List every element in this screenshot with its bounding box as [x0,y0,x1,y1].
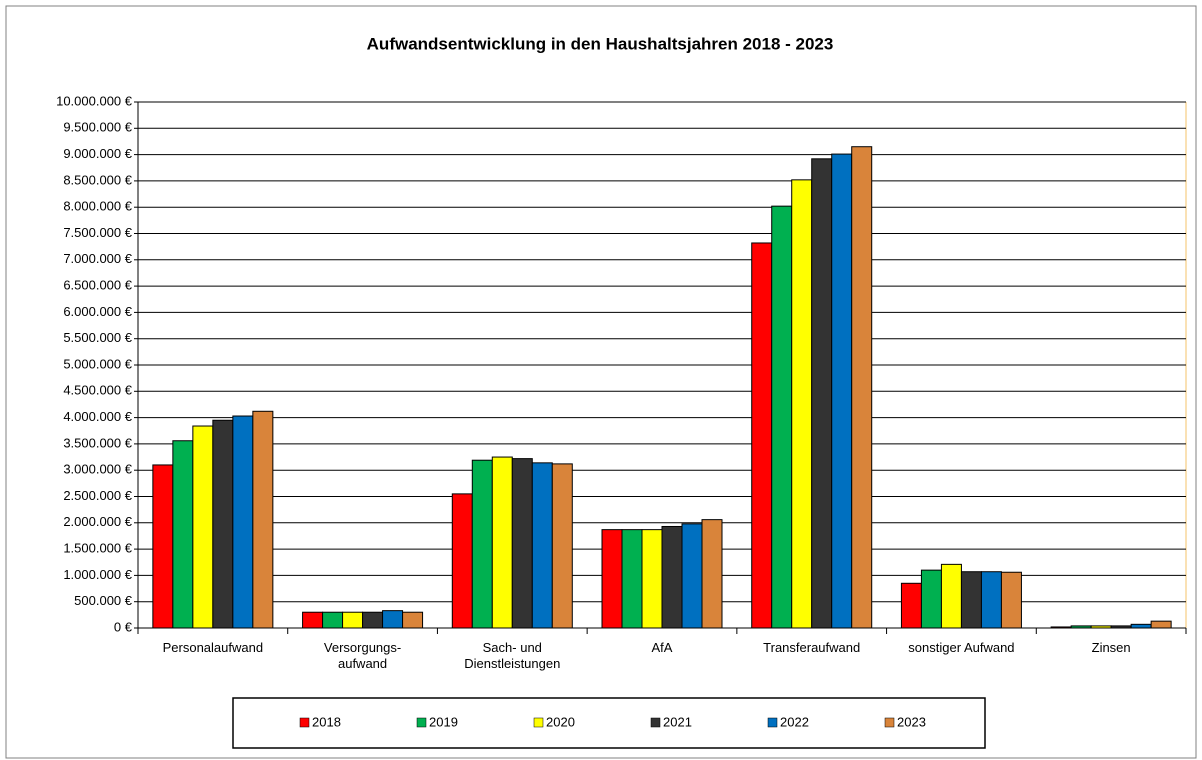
y-tick-label: 8.500.000 € [63,172,132,187]
bar [1150,620,1172,629]
bar [980,571,1002,629]
bar [960,571,982,629]
y-tick-label: 0 € [114,619,133,634]
y-tick-label: 1.500.000 € [63,541,132,556]
x-tick-label: sonstiger Aufwand [908,640,1015,655]
y-tick-label: 4.500.000 € [63,383,132,398]
bar [1000,571,1022,629]
x-tick-label: Versorgungs- aufwand [323,640,402,671]
x-tick-label: Transferaufwand [763,640,861,655]
bar [661,525,683,629]
bar [402,611,424,629]
y-tick-label: 7.500.000 € [63,225,132,240]
legend-label: 2019 [429,714,458,729]
y-tick-label: 9.000.000 € [63,146,132,161]
bar [940,563,962,629]
bar [152,464,174,629]
bar [811,158,833,629]
bar [831,153,853,629]
legend-swatch [533,717,544,728]
legend-label: 2018 [312,714,341,729]
bar [192,425,214,629]
legend-swatch [767,717,778,728]
legend-label: 2022 [780,714,809,729]
bar [232,415,254,629]
legend-label: 2023 [897,714,926,729]
bar [172,440,194,629]
y-tick-label: 8.000.000 € [63,199,132,214]
bar [212,419,234,629]
legend-swatch [299,717,310,728]
chart-title: Aufwandsentwicklung in den Haushaltsjahr… [367,34,834,53]
y-tick-label: 3.500.000 € [63,435,132,450]
bar [451,493,473,629]
bar [771,205,793,629]
legend-label: 2021 [663,714,692,729]
bar [621,529,643,629]
legend-swatch [416,717,427,728]
x-tick-label: Zinsen [1091,640,1131,655]
bar [531,462,553,629]
y-tick-label: 5.000.000 € [63,356,132,371]
bar [252,410,274,629]
bar [362,611,384,629]
y-tick-label: 2.500.000 € [63,488,132,503]
y-tick-label: 2.000.000 € [63,514,132,529]
x-tick-label: Personalaufwand [162,640,264,655]
bar [511,458,533,629]
y-tick-label: 500.000 € [74,593,133,608]
y-tick-label: 6.000.000 € [63,304,132,319]
bar [601,529,623,629]
y-tick-label: 1.000.000 € [63,567,132,582]
bar [471,459,493,629]
y-tick-label: 7.000.000 € [63,251,132,266]
y-tick-label: 3.000.000 € [63,462,132,477]
bar [920,569,942,629]
x-tick-label: AfA [651,640,673,655]
bar [491,456,513,629]
legend-swatch [650,717,661,728]
y-tick-label: 6.500.000 € [63,278,132,293]
bar [322,611,344,629]
y-tick-label: 4.000.000 € [63,409,132,424]
chart-frame [5,5,1197,759]
y-tick-label: 9.500.000 € [63,120,132,135]
legend-label: 2020 [546,714,575,729]
bar [551,463,573,629]
bar [791,179,813,629]
bar [342,611,364,629]
bar [900,582,922,629]
bar [751,242,773,629]
bar [382,610,404,629]
bar [302,611,324,629]
bar [641,529,663,629]
legend-swatch [884,717,895,728]
bar [1130,623,1152,629]
x-tick-label: Sach- und Dienstleistungen [464,640,561,671]
y-tick-label: 5.500.000 € [63,330,132,345]
bar [851,146,873,629]
bar [701,519,723,629]
bar [681,523,703,629]
legend-box [232,697,986,749]
y-tick-label: 10.000.000 € [56,93,133,108]
